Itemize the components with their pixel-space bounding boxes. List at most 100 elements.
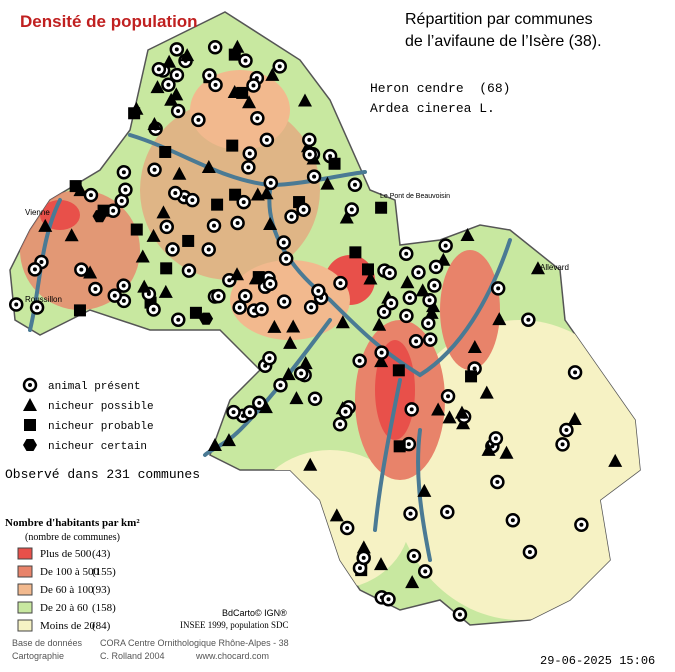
marker-certain	[23, 438, 37, 452]
marker-present-core	[349, 207, 354, 212]
marker-present-core	[472, 366, 477, 371]
marker-present-core	[146, 292, 151, 297]
marker-probable	[361, 263, 374, 276]
marker-present-core	[434, 264, 439, 269]
marker-present-core	[282, 299, 287, 304]
marker-present-core	[243, 58, 248, 63]
marker-possible	[417, 483, 432, 497]
marker-present-core	[176, 108, 181, 113]
marker-present-core	[196, 117, 201, 122]
marker-possible	[162, 54, 177, 68]
marker-present-core	[121, 170, 126, 175]
marker-present-core	[35, 305, 40, 310]
marker-possible	[38, 218, 53, 232]
marker-probable	[226, 139, 239, 152]
marker-probable	[349, 246, 362, 259]
marker-present-core	[190, 198, 195, 203]
place-label: Roussillon	[25, 295, 62, 304]
marker-present-core	[88, 193, 93, 198]
credit: CORA Centre Ornithologique Rhône-Alpes -…	[100, 638, 289, 648]
marker-present-core	[316, 288, 321, 293]
marker-present-core	[112, 293, 117, 298]
marker-possible	[146, 228, 161, 242]
map-title: Densité de population	[20, 12, 198, 31]
credit-label: Base de données	[12, 638, 83, 648]
marker-possible	[481, 442, 496, 456]
marker-present-core	[526, 317, 531, 322]
marker-present-core	[328, 154, 333, 159]
marker-present-core	[268, 180, 273, 185]
marker-present-core	[247, 410, 252, 415]
marker-possible	[267, 319, 282, 333]
marker-present-core	[343, 409, 348, 414]
marker-present-core	[216, 294, 221, 299]
marker-possible	[424, 305, 439, 319]
marker-probable	[252, 271, 265, 284]
marker-probable	[128, 107, 141, 120]
marker-present-core	[428, 337, 433, 342]
marker-present-core	[268, 281, 273, 286]
marker-possible	[567, 412, 582, 426]
marker-possible	[356, 540, 371, 554]
marker-present-core	[39, 260, 44, 265]
legend-label: nicheur possible	[48, 401, 154, 413]
marker-certain	[199, 312, 214, 325]
legend-count: (93)	[92, 584, 111, 596]
marker-present-core	[213, 82, 218, 87]
marker-present-core	[174, 73, 179, 78]
density-legend: Plus de 500 (43) De 100 à 500(155) De 60 à …	[17, 547, 116, 632]
marker-present-core	[156, 67, 161, 72]
marker-present-core	[277, 64, 282, 69]
legend-count: (43)	[92, 548, 111, 560]
marker-probable	[189, 306, 202, 319]
marker-present-core	[243, 294, 248, 299]
density-subtitle: (nombre de communes)	[25, 532, 120, 543]
marker-present-core	[411, 553, 416, 558]
subtitle-line: de l’avifaune de l’Isère (38).	[405, 33, 602, 50]
marker-present-core	[170, 247, 175, 252]
marker-present-core	[121, 298, 126, 303]
marker-present-core	[409, 407, 414, 412]
marker-present-core	[414, 339, 419, 344]
legend-label: Plus de 500	[40, 548, 92, 560]
marker-possible	[281, 367, 296, 381]
marker-possible	[169, 87, 184, 101]
marker-present-core	[495, 479, 500, 484]
marker-present-core	[123, 187, 128, 192]
marker-present-core	[338, 281, 343, 286]
marker-present-core	[496, 286, 501, 291]
marker-present-core	[182, 195, 187, 200]
marker-probable	[159, 145, 172, 158]
marker-present-core	[164, 224, 169, 229]
marker-possible	[499, 445, 514, 459]
marker-present-core	[560, 442, 565, 447]
marker-present-core	[227, 278, 232, 283]
marker-possible	[150, 80, 165, 94]
marker-possible	[405, 575, 420, 589]
timestamp: 29-06-2025 15:06	[540, 654, 655, 668]
marker-possible	[207, 438, 222, 452]
marker-possible	[374, 354, 389, 368]
marker-possible	[23, 398, 37, 411]
marker-probable	[97, 204, 110, 217]
marker-present-core	[386, 597, 391, 602]
marker-present-core	[379, 350, 384, 355]
marker-possible	[230, 267, 245, 281]
marker-present-core	[432, 283, 437, 288]
marker-present-core	[28, 383, 32, 387]
marker-possible	[372, 317, 387, 331]
marker-probable	[392, 364, 405, 377]
marker-possible	[172, 166, 187, 180]
marker-present-core	[247, 151, 252, 156]
marker-present-core	[510, 518, 515, 523]
legend-count: (155)	[92, 566, 116, 578]
marker-present-core	[299, 371, 304, 376]
marker-possible	[460, 227, 475, 241]
marker-possible	[335, 315, 350, 329]
credit-label: Cartographie	[12, 651, 64, 661]
marker-present-core	[338, 422, 343, 427]
marker-possible	[303, 457, 318, 471]
symbol-legend: animal présent nicheur possible nicheur pr…	[22, 377, 154, 453]
marker-present-core	[404, 313, 409, 318]
legend-swatch	[17, 565, 33, 578]
